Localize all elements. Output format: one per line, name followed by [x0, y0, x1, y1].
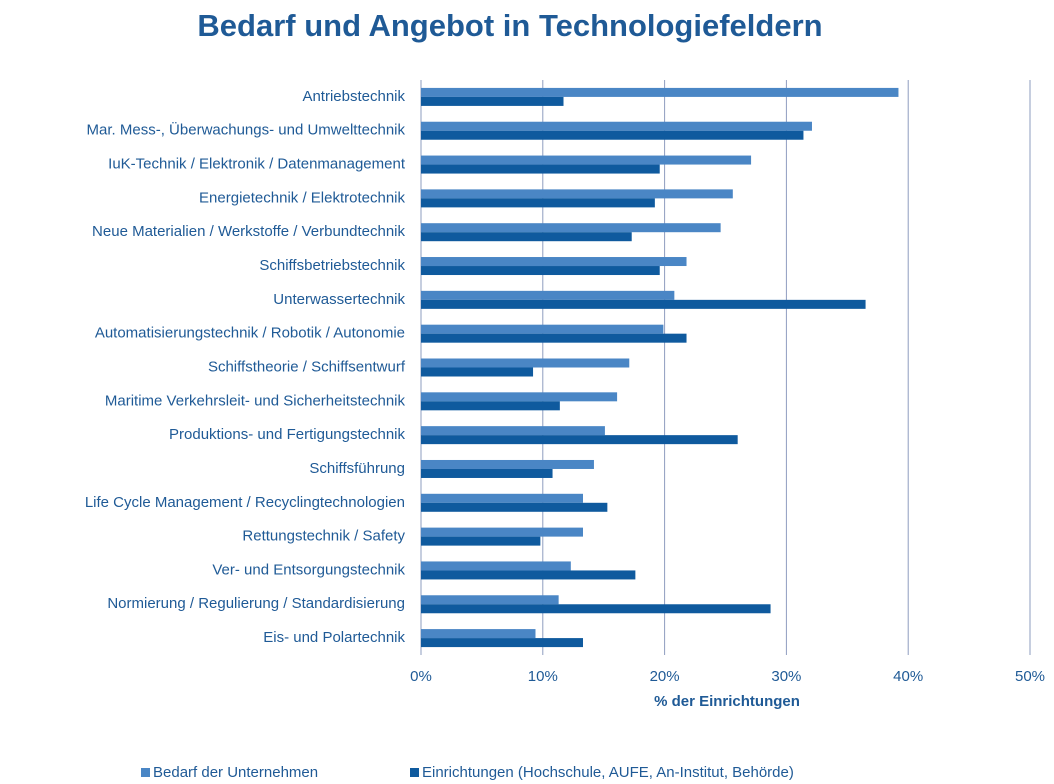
- y-tick-label: Schiffsführung: [309, 460, 405, 477]
- legend-swatch: [141, 768, 150, 777]
- y-tick-label: Produktions- und Fertigungstechnik: [169, 426, 405, 443]
- x-axis-label: % der Einrichtungen: [654, 693, 800, 710]
- x-tick-label: 10%: [528, 668, 558, 685]
- bar: [421, 299, 866, 309]
- bar: [421, 333, 687, 343]
- legend-label: Einrichtungen (Hochschule, AUFE, An-Inst…: [422, 764, 794, 781]
- bar: [421, 629, 536, 639]
- y-tick-label: Schiffsbetriebstechnik: [259, 257, 405, 274]
- bar: [421, 96, 564, 106]
- bar: [421, 164, 660, 174]
- bar: [421, 198, 655, 208]
- bar: [421, 502, 608, 512]
- y-tick-label: Maritime Verkehrsleit- und Sicherheitste…: [105, 392, 406, 409]
- x-tick-label: 0%: [410, 668, 432, 685]
- bar: [421, 638, 583, 648]
- bar: [421, 392, 618, 402]
- bar: [421, 324, 664, 334]
- bar: [421, 358, 630, 368]
- legend-label: Bedarf der Unternehmen: [153, 764, 318, 781]
- y-tick-label: Antriebstechnik: [302, 88, 405, 105]
- y-tick-label: IuK-Technik / Elektronik / Datenmanageme…: [108, 156, 406, 173]
- y-tick-label: Life Cycle Management / Recyclingtechnol…: [85, 494, 405, 511]
- bar: [421, 87, 899, 97]
- bar: [421, 459, 594, 469]
- bar: [421, 130, 804, 140]
- bar: [421, 223, 721, 233]
- y-tick-label: Eis- und Polartechnik: [263, 629, 405, 646]
- y-tick-label: Rettungstechnik / Safety: [242, 528, 405, 545]
- bar: [421, 189, 733, 199]
- x-tick-label: 20%: [650, 668, 680, 685]
- y-tick-label: Schiffstheorie / Schiffsentwurf: [208, 358, 406, 375]
- x-tick-label: 40%: [893, 668, 923, 685]
- bar: [421, 155, 752, 165]
- bar: [421, 570, 636, 580]
- bar: [421, 435, 738, 445]
- bar: [421, 536, 541, 546]
- y-tick-label: Unterwassertechnik: [273, 291, 405, 308]
- bar: [421, 604, 771, 614]
- bar: [421, 426, 605, 436]
- bar: [421, 468, 553, 478]
- bar: [421, 493, 583, 503]
- bar: [421, 121, 812, 131]
- bar: [421, 367, 534, 377]
- bar: [421, 290, 675, 300]
- bar: [421, 257, 687, 267]
- y-tick-label: Ver- und Entsorgungstechnik: [212, 561, 405, 578]
- y-tick-label: Mar. Mess-, Überwachungs- und Umwelttech…: [87, 121, 406, 139]
- bar: [421, 561, 571, 571]
- bar: [421, 266, 660, 276]
- bar: [421, 527, 583, 537]
- bar: [421, 595, 559, 605]
- bar: [421, 232, 632, 242]
- chart-title: Bedarf und Angebot in Technologiefeldern: [197, 8, 822, 43]
- y-tick-label: Energietechnik / Elektrotechnik: [199, 189, 405, 206]
- y-tick-label: Neue Materialien / Werkstoffe / Verbundt…: [92, 223, 405, 240]
- y-tick-label: Normierung / Regulierung / Standardisier…: [107, 595, 405, 612]
- bar: [421, 401, 560, 411]
- x-tick-label: 30%: [771, 668, 801, 685]
- legend-swatch: [410, 768, 419, 777]
- x-tick-label: 50%: [1015, 668, 1045, 685]
- y-tick-label: Automatisierungstechnik / Robotik / Auto…: [95, 325, 405, 342]
